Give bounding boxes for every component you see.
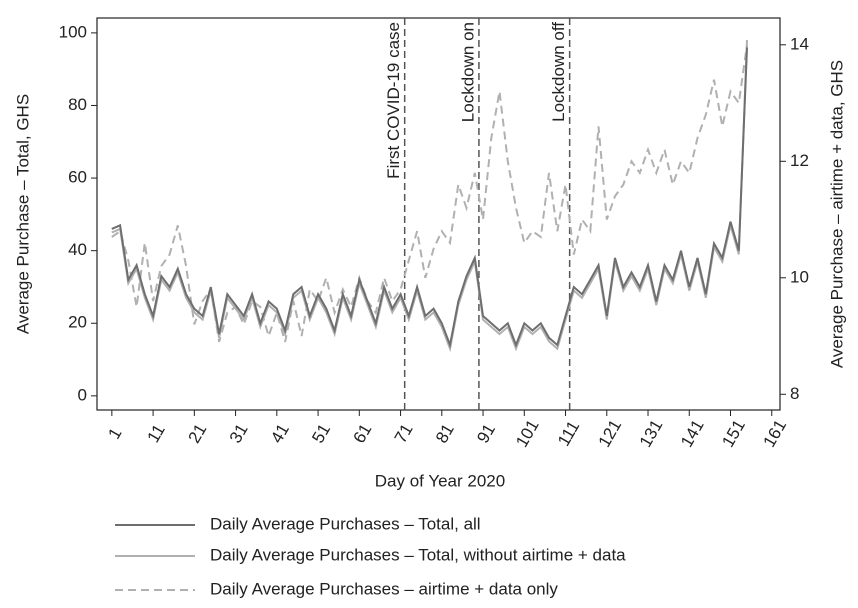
x-tick-label: 121 bbox=[595, 416, 626, 450]
legend-label: Daily Average Purchases – Total, all bbox=[210, 514, 481, 533]
x-tick-label: 131 bbox=[636, 416, 667, 450]
y2-tick-label: 12 bbox=[790, 151, 809, 170]
plot-frame bbox=[96, 17, 781, 411]
x-tick-label: 161 bbox=[760, 416, 791, 450]
y-tick-label: 100 bbox=[59, 22, 87, 41]
x-tick-label: 141 bbox=[677, 416, 708, 450]
x-tick-label: 21 bbox=[184, 421, 210, 447]
y-tick-label: 60 bbox=[68, 168, 87, 187]
x-tick-label: 41 bbox=[267, 421, 293, 447]
x-tick-label: 71 bbox=[391, 421, 417, 447]
legend-label: Daily Average Purchases – Total, without… bbox=[210, 545, 626, 564]
y2-tick-label: 8 bbox=[790, 384, 799, 403]
x-tick-label: 151 bbox=[718, 416, 749, 450]
x-tick-label: 111 bbox=[554, 418, 583, 450]
x-axis-label: Day of Year 2020 bbox=[375, 471, 505, 490]
y2-axis-label: Average Purchase – airtime + data, GHS bbox=[827, 60, 846, 368]
y2-tick-label: 14 bbox=[790, 34, 809, 53]
y-tick-label: 80 bbox=[68, 95, 87, 114]
y-tick-label: 0 bbox=[78, 385, 87, 404]
x-tick-label: 101 bbox=[512, 416, 543, 450]
x-tick-label: 51 bbox=[308, 421, 334, 447]
series-line bbox=[111, 47, 748, 349]
x-tick-label: 31 bbox=[226, 421, 252, 447]
x-tick-label: 81 bbox=[432, 421, 458, 447]
event-label: Lockdown off bbox=[549, 22, 568, 122]
event-label: First COVID-19 case bbox=[384, 22, 403, 179]
x-tick-label: 1 bbox=[104, 425, 125, 443]
legend-label: Daily Average Purchases – airtime + data… bbox=[210, 579, 558, 598]
y2-tick-label: 10 bbox=[790, 267, 809, 286]
x-tick-label: 11 bbox=[144, 421, 169, 446]
y-tick-label: 20 bbox=[68, 313, 87, 332]
event-label: Lockdown on bbox=[458, 22, 477, 122]
x-tick-label: 61 bbox=[349, 421, 375, 447]
y-tick-label: 40 bbox=[68, 240, 87, 259]
y-axis-label: Average Purchase – Total, GHS bbox=[13, 94, 32, 334]
x-tick-label: 91 bbox=[473, 421, 499, 447]
